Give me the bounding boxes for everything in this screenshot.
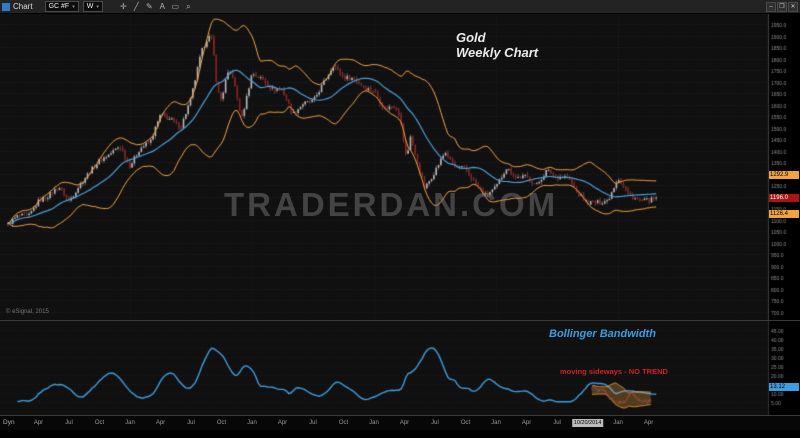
text-tool-icon[interactable]: A — [159, 2, 165, 11]
symbol-selector[interactable]: GC #F ▾ — [44, 1, 79, 12]
chevron-down-icon: ▾ — [72, 3, 75, 10]
time-axis-label: Jul — [553, 420, 561, 426]
chart-annotation-title: Gold Weekly Chart — [456, 30, 538, 60]
copyright-label: © eSignal, 2015 — [6, 309, 49, 315]
time-axis-label: Jul — [187, 420, 195, 426]
time-axis-label: Oct — [94, 420, 105, 426]
interval-selector[interactable]: W ▾ — [82, 1, 103, 12]
time-axis-label: Jul — [431, 420, 439, 426]
time-axis-label: Apr — [155, 420, 166, 426]
time-axis-label: Jan — [613, 420, 623, 426]
time-axis-label: Oct — [460, 420, 471, 426]
time-axis-label: Apr — [643, 420, 654, 426]
bandwidth-panel-label: Bollinger Bandwidth — [549, 328, 656, 340]
trend-annotation: moving sideways - NO TREND — [560, 367, 668, 376]
price-chart-canvas[interactable] — [0, 14, 800, 320]
trendline-icon[interactable]: ╱ — [133, 2, 139, 11]
upper-band-price-label: 1292.9 — [769, 171, 799, 179]
panel-divider[interactable] — [0, 320, 800, 321]
last-price-label: 1196.0 — [769, 194, 799, 202]
time-axis-label: Jan — [247, 420, 257, 426]
time-axis-label: Jul — [309, 420, 317, 426]
time-axis: Dyn 10/20/2014 Apr Jul Oct Jan Apr Jul Oct Jan A… — [0, 415, 800, 430]
time-axis-label: Oct — [338, 420, 349, 426]
time-axis-label: Jan — [369, 420, 379, 426]
symbol-value: GC #F — [48, 3, 70, 10]
time-axis-label: Apr — [277, 420, 288, 426]
zoom-icon[interactable]: ⌕ — [186, 1, 191, 11]
time-axis-label: Jan — [491, 420, 501, 426]
titlebar: Chart GC #F ▾ W ▾ ✛ ╱ ✎ A ▭ ⌕ – ❐ ✕ — [0, 0, 800, 14]
close-icon[interactable]: ✕ — [788, 2, 798, 12]
time-axis-label: Apr — [399, 420, 410, 426]
minimize-icon[interactable]: – — [766, 2, 776, 12]
drawing-toolbar: ✛ ╱ ✎ A ▭ ⌕ — [117, 2, 195, 12]
pencil-icon[interactable]: ✎ — [145, 2, 153, 11]
cursor-date-label: 10/20/2014 — [571, 419, 604, 427]
restore-icon[interactable]: ❐ — [777, 2, 787, 12]
watermark: TRADERDAN.COM — [224, 186, 559, 223]
bandwidth-panel-canvas[interactable] — [0, 321, 800, 415]
interval-value: W — [86, 3, 94, 10]
bandwidth-value-label: 13.12 — [769, 383, 799, 391]
eraser-icon[interactable]: ▭ — [171, 2, 180, 11]
window-controls: – ❐ ✕ — [766, 2, 798, 12]
chart-annotation-line1: Gold — [456, 30, 486, 45]
time-axis-label: Jan — [125, 420, 135, 426]
page-tab-dyn[interactable]: Dyn — [3, 419, 15, 426]
window-title: Chart — [13, 2, 33, 11]
crosshair-icon[interactable]: ✛ — [119, 2, 127, 11]
time-axis-label: Jul — [65, 420, 73, 426]
chevron-down-icon: ▾ — [96, 3, 99, 10]
time-axis-label: Apr — [521, 420, 532, 426]
time-axis-label: Apr — [33, 420, 44, 426]
time-axis-label: Oct — [216, 420, 227, 426]
lower-band-price-label: 1126.4 — [769, 210, 799, 218]
chart-annotation-line2: Weekly Chart — [456, 45, 539, 60]
chart-icon — [2, 2, 10, 11]
